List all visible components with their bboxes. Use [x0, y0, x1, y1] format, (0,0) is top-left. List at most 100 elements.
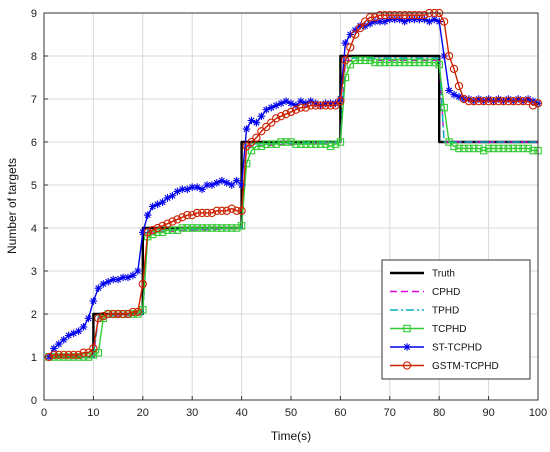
circle-marker [504, 97, 513, 106]
circle-marker [499, 97, 508, 106]
square-marker [223, 224, 231, 232]
star-marker [59, 336, 68, 344]
circle-marker [326, 101, 335, 110]
square-marker [381, 58, 389, 67]
circle-marker [252, 133, 261, 142]
square-marker [390, 58, 399, 67]
square-marker [247, 146, 256, 155]
square-marker [450, 142, 458, 151]
square-marker [257, 142, 266, 151]
square-marker [183, 224, 192, 232]
square-marker [435, 60, 443, 69]
star-marker [178, 185, 187, 194]
y-tick-label: 9 [31, 8, 37, 20]
star-marker [455, 93, 463, 101]
star-marker [114, 275, 122, 284]
star-marker [50, 344, 58, 353]
legend-entry-st-tcphd: ST-TCPHD [390, 343, 482, 354]
circle-marker [464, 97, 473, 106]
legend-box [381, 259, 531, 380]
circle-marker [257, 127, 266, 136]
square-marker [311, 140, 320, 148]
star-marker [410, 15, 419, 24]
circle-marker [351, 30, 360, 39]
square-marker [237, 222, 246, 230]
star-marker [193, 183, 201, 191]
circle-marker [272, 114, 281, 123]
legend-entry-gstm-tcphd: GSTM-TCPHD [390, 361, 499, 372]
circle-marker [365, 13, 375, 22]
square-marker [524, 144, 532, 153]
star-marker [198, 185, 206, 194]
x-tick-label: 20 [137, 407, 149, 419]
circle-marker [49, 350, 59, 359]
circle-marker [222, 206, 231, 215]
circle-marker [59, 350, 68, 359]
square-marker [504, 144, 513, 153]
circle-marker [262, 122, 271, 132]
circle-marker [489, 97, 498, 106]
circle-marker [217, 206, 226, 215]
legend-entry-tphd: TPHD [390, 306, 459, 317]
y-tick-label: 8 [31, 51, 37, 63]
star-marker [119, 273, 127, 282]
square-marker [178, 224, 187, 232]
circle-marker [128, 307, 138, 316]
star-marker [134, 267, 142, 275]
legend-label: TPHD [432, 306, 459, 317]
circle-marker [84, 348, 93, 357]
star-marker [94, 284, 103, 292]
star-marker [386, 15, 394, 24]
square-marker [484, 144, 493, 153]
series-lines [44, 8, 543, 362]
star-marker [450, 90, 458, 99]
star-marker [297, 97, 305, 105]
star-marker [331, 99, 340, 108]
axis-ticks: 0 10 20 30 40 50 60 70 80 90 100 0 1 2 3 4 5 6 7 8 9 [31, 8, 547, 419]
star-marker [139, 228, 147, 237]
square-marker [410, 58, 419, 67]
square-marker [292, 140, 300, 148]
star-marker [420, 15, 429, 24]
circle-marker [360, 17, 370, 26]
y-axis-label: Number of targets [5, 158, 19, 254]
circle-marker [370, 13, 380, 22]
square-marker [193, 224, 201, 232]
star-marker [361, 22, 369, 30]
square-marker [470, 144, 478, 153]
star-marker [143, 211, 152, 219]
star-marker [163, 194, 172, 202]
star-marker [311, 99, 320, 108]
star-marker [129, 271, 137, 280]
circle-marker [415, 10, 424, 20]
star-marker [213, 179, 221, 187]
circle-marker [395, 10, 404, 20]
x-tick-label: 50 [285, 407, 297, 419]
square-marker [474, 144, 483, 153]
star-marker [168, 191, 177, 200]
legend-label: CPHD [432, 287, 460, 298]
circle-marker [385, 10, 394, 20]
star-marker [208, 181, 216, 189]
circle-marker [380, 10, 390, 20]
circle-marker [484, 97, 493, 106]
circle-marker [494, 97, 503, 106]
square-marker [148, 230, 157, 239]
star-marker [381, 17, 389, 26]
square-marker [529, 146, 537, 155]
square-marker [440, 103, 448, 112]
square-marker [455, 144, 463, 153]
star-marker [326, 99, 335, 108]
square-marker [188, 224, 196, 232]
square-marker [316, 140, 325, 148]
star-marker [529, 97, 537, 105]
circle-marker [237, 206, 246, 215]
square-marker [227, 224, 236, 232]
square-marker [499, 144, 508, 153]
square-marker [307, 140, 315, 148]
circle-marker [138, 279, 147, 289]
x-tick-label: 100 [529, 407, 547, 419]
circle-marker [192, 208, 202, 218]
star-marker [188, 183, 196, 191]
square-marker [371, 58, 379, 67]
